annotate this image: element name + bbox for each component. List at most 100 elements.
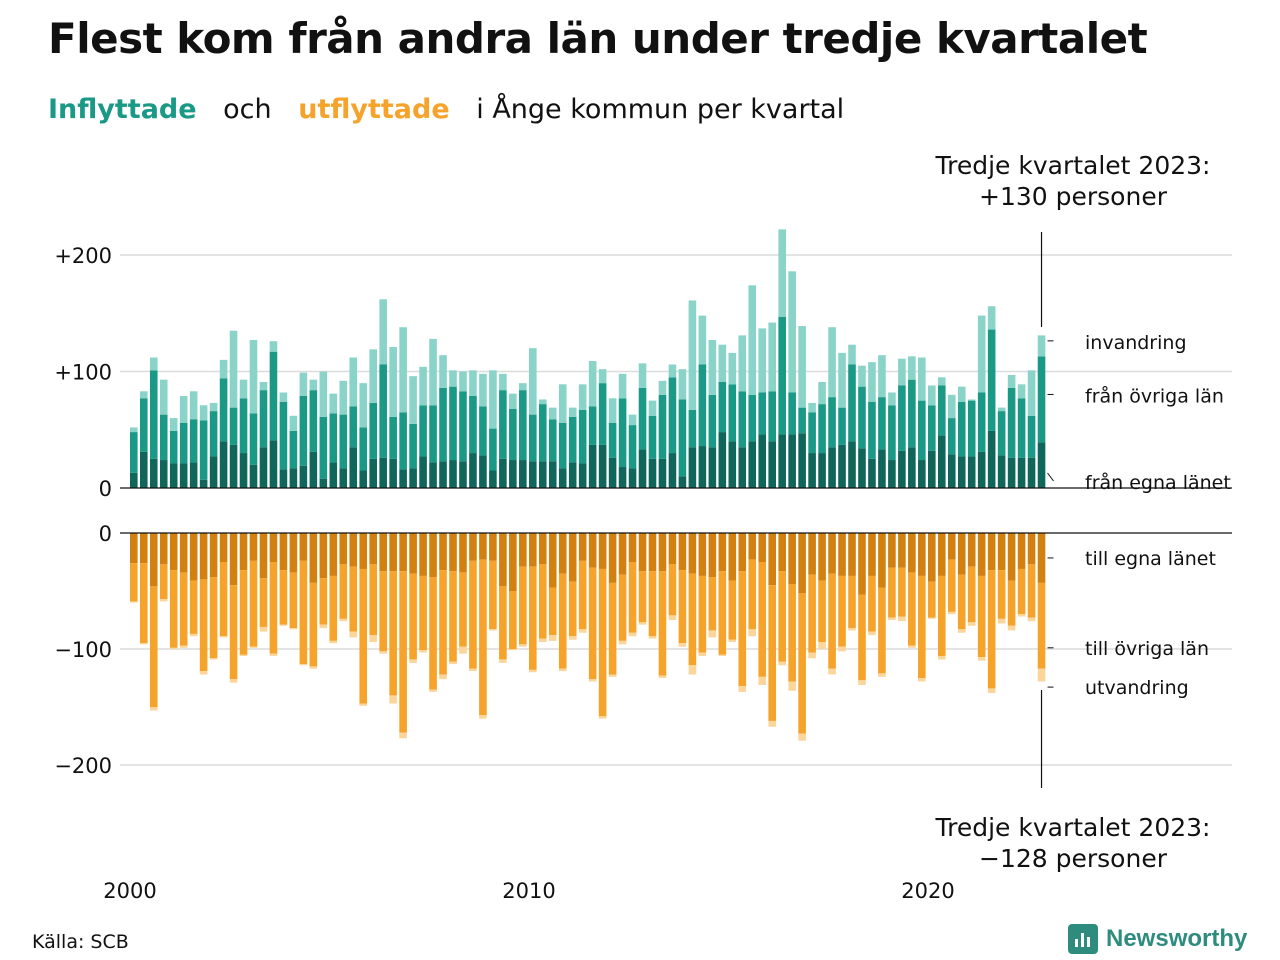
bar-out-abroad <box>588 679 597 682</box>
bar-in-abroad <box>289 415 298 431</box>
bar-out-other <box>1007 580 1016 626</box>
bar-in-other <box>1027 415 1036 458</box>
series-label-top: från egna länet <box>1085 471 1231 494</box>
bar-in-own <box>898 450 906 488</box>
bar-in-abroad <box>519 383 527 391</box>
bar-out-own <box>199 533 208 580</box>
bar-out-own <box>329 533 338 576</box>
bar-in-other <box>648 415 657 459</box>
bar-out-other <box>399 571 407 733</box>
bar-in-abroad <box>568 407 577 417</box>
bar-out-own <box>888 533 896 568</box>
bar-in-other <box>349 406 358 448</box>
bar-out-own <box>558 533 567 574</box>
bar-out-other <box>229 585 238 680</box>
bar-out-other <box>708 577 717 631</box>
bar-out-own <box>568 533 577 582</box>
series-label-bottom: till egna länet <box>1085 548 1216 570</box>
bar-in-abroad <box>868 362 876 402</box>
bar-out-abroad <box>957 629 966 633</box>
x-tick-label: 2000 <box>103 879 156 903</box>
bar-in-other <box>139 398 148 452</box>
bar-in-own <box>977 451 986 488</box>
y-tick-label-bottom: −100 <box>54 638 112 662</box>
bar-out-abroad <box>279 624 288 626</box>
bar-in-other <box>708 394 717 448</box>
bar-out-other <box>668 564 677 616</box>
bar-in-own <box>339 468 348 488</box>
bar-in-own <box>309 451 318 488</box>
bar-in-own <box>409 468 417 488</box>
bar-in-other <box>808 412 816 454</box>
bar-in-abroad <box>848 344 856 365</box>
bar-in-other <box>908 379 916 448</box>
bar-out-abroad <box>898 616 906 622</box>
bar-out-other <box>538 564 547 639</box>
bar-out-abroad <box>698 652 707 656</box>
bar-out-abroad <box>159 599 168 602</box>
bar-out-own <box>608 533 617 583</box>
bar-in-own <box>499 458 507 488</box>
bar-in-own <box>519 460 527 488</box>
bar-out-own <box>249 533 258 561</box>
bar-out-own <box>758 533 767 562</box>
bar-in-abroad <box>878 355 886 398</box>
bar-in-other <box>598 383 607 445</box>
bar-out-own <box>788 533 796 585</box>
annotation-bottom-line1: Tredje kvartalet 2023: <box>935 813 1211 842</box>
bar-out-other <box>239 570 248 655</box>
bar-out-other <box>139 563 148 644</box>
bar-out-own <box>209 533 218 578</box>
bar-out-other <box>409 573 417 660</box>
bar-out-own <box>698 533 707 576</box>
annotation-bottom-line2: −128 personer <box>979 844 1167 873</box>
bar-in-own <box>149 458 158 488</box>
bar-out-own <box>389 533 397 572</box>
bar-out-other <box>259 578 268 627</box>
bar-in-abroad <box>947 394 956 419</box>
bar-out-other <box>379 571 387 652</box>
bar-out-abroad <box>758 676 767 685</box>
bar-out-own <box>778 533 786 572</box>
bar-in-own <box>548 461 557 488</box>
bar-out-other <box>1027 564 1036 618</box>
bar-out-own <box>219 533 228 562</box>
bar-out-own <box>868 533 876 576</box>
bar-in-own <box>858 448 866 488</box>
bar-in-own <box>249 464 258 488</box>
bar-in-own <box>1027 457 1036 488</box>
bar-out-abroad <box>808 652 816 659</box>
bar-out-other <box>578 560 587 630</box>
bar-in-abroad <box>718 344 727 382</box>
bar-in-other <box>768 391 776 442</box>
bar-out-own <box>918 533 926 576</box>
bar-in-other <box>758 392 767 435</box>
bar-out-own <box>878 533 886 588</box>
bar-in-other <box>389 416 397 459</box>
bar-out-own <box>928 533 936 582</box>
bar-out-own <box>269 533 278 562</box>
bar-out-abroad <box>548 635 557 641</box>
bar-out-abroad <box>658 675 667 678</box>
bar-out-other <box>179 572 188 646</box>
bar-out-own <box>130 533 138 564</box>
bar-in-other <box>469 395 477 454</box>
bar-in-abroad <box>608 398 617 423</box>
bar-out-other <box>788 584 796 682</box>
bar-out-own <box>678 533 687 571</box>
bar-out-other <box>159 564 168 600</box>
bar-out-abroad <box>219 636 228 638</box>
bar-out-own <box>708 533 717 578</box>
bar-in-own <box>828 447 836 488</box>
bar-in-other <box>868 401 876 459</box>
bar-out-own <box>189 533 198 581</box>
annotation-top: Tredje kvartalet 2023: +130 personer <box>913 150 1233 212</box>
bar-in-abroad <box>359 383 368 428</box>
series-label-bottom: utvandring <box>1085 677 1189 699</box>
bar-in-own <box>429 462 437 488</box>
bar-out-other <box>130 563 138 602</box>
bar-in-other <box>259 390 268 448</box>
bar-in-own <box>219 441 228 488</box>
bar-in-other <box>189 419 198 463</box>
